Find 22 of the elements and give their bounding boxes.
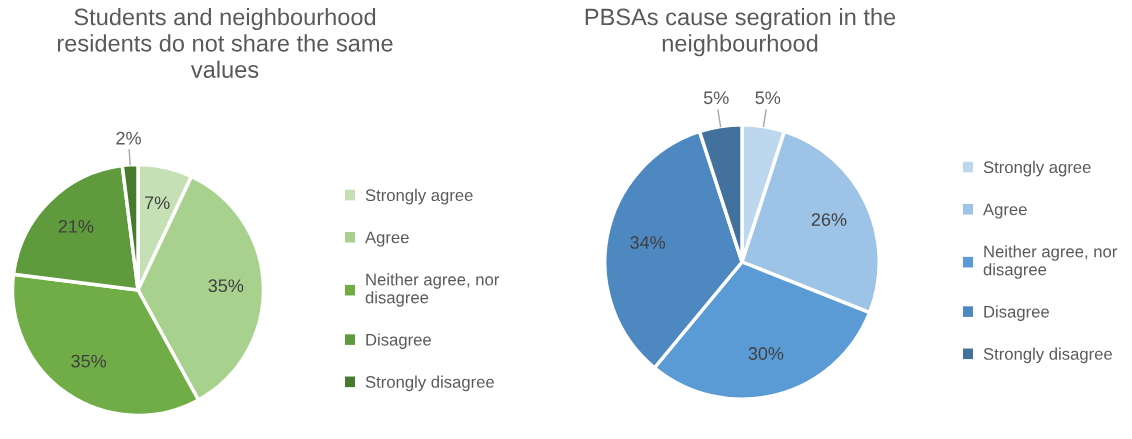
legend-label: Disagree [984, 305, 1049, 321]
legend-label: Strongly agree [983, 160, 1091, 177]
data-label: 5% [755, 91, 781, 105]
legend-label: Strongly disagree [983, 347, 1112, 364]
legend-label: Strongly agree [365, 188, 473, 205]
data-label: 34% [630, 236, 666, 249]
legend-label: Strongly disagree [365, 375, 494, 392]
data-label: 2% [116, 131, 141, 145]
data-label: 26% [811, 213, 847, 226]
data-label: 30% [748, 347, 784, 360]
data-label: 35% [208, 279, 244, 293]
legend-label: Agree [983, 203, 1027, 219]
data-label: 7% [145, 196, 170, 210]
data-label: 35% [71, 354, 107, 368]
legend-label: Agree [365, 231, 409, 247]
data-label: 21% [58, 219, 94, 233]
chart-title: PBSAs cause segration in the neighbourhood [585, 8, 896, 57]
legend-label: Neither agree, nor disagree [983, 245, 1118, 279]
data-label: 5% [703, 91, 729, 105]
legend-label: Disagree [366, 333, 431, 349]
chart-title: Students and neighbourhood residents do not share the same values [57, 8, 393, 78]
legend-label: Neither agree, nor disagree [365, 273, 500, 307]
